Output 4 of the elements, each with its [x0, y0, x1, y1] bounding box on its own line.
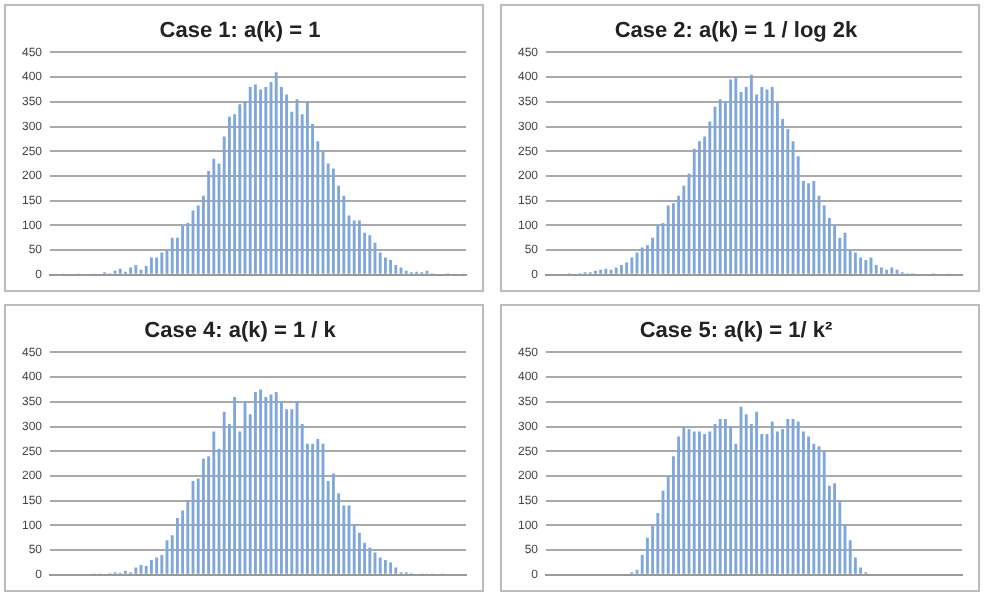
chart-title: Case 4: a(k) = 1 / k — [144, 319, 338, 344]
chart-title: Case 5: a(k) = 1/ k² — [639, 319, 833, 344]
chart-title: Case 2: a(k) = 1 / log 2k — [614, 19, 860, 44]
chart-title: Case 1: a(k) = 1 — [159, 19, 321, 44]
